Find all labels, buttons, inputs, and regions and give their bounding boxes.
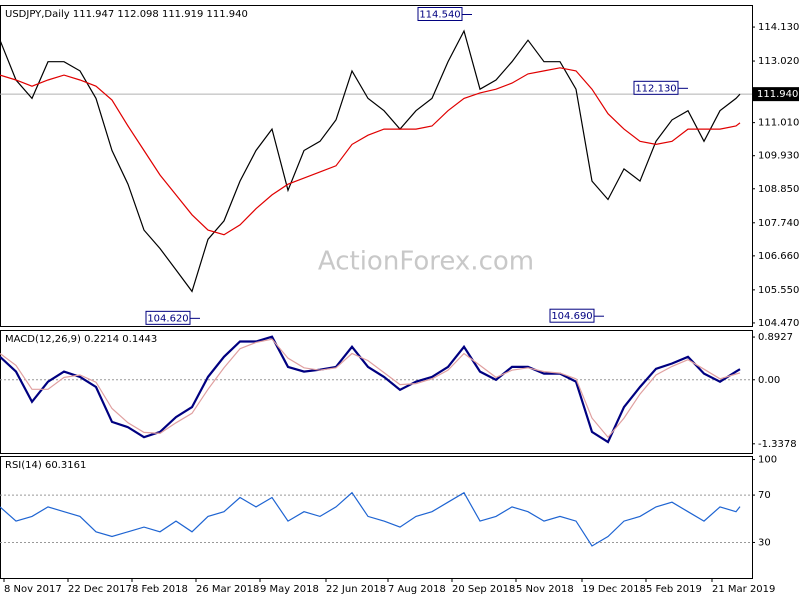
x-tick-label: 5 Nov 2018 bbox=[516, 584, 574, 595]
x-tick-label: 7 Aug 2018 bbox=[388, 584, 446, 595]
y-tick-label: 114.130 bbox=[758, 22, 799, 33]
series-line bbox=[0, 29, 741, 293]
y-tick-label: 104.470 bbox=[758, 318, 799, 329]
x-tick-label: 22 Jun 2018 bbox=[326, 584, 386, 595]
annotation-box bbox=[633, 80, 679, 95]
x-tick-label: 22 Dec 2017 bbox=[68, 584, 132, 595]
pane-title: USDJPY,Daily 111.947 112.098 111.919 111… bbox=[5, 9, 248, 20]
last-price-label: 111.940 bbox=[757, 89, 798, 100]
pane-frame bbox=[0, 456, 753, 579]
last-price-box bbox=[753, 87, 799, 102]
annotation-label: 104.690 bbox=[551, 311, 592, 322]
annotation-box bbox=[145, 310, 191, 325]
y-tick-label: 0.8927 bbox=[758, 332, 793, 343]
y-tick-label: 109.930 bbox=[758, 151, 799, 162]
x-tick-label: 9 May 2018 bbox=[260, 584, 319, 595]
y-tick-label: 111.010 bbox=[758, 118, 799, 129]
x-tick-label: 20 Sep 2018 bbox=[452, 584, 515, 595]
y-tick-label: 105.550 bbox=[758, 285, 799, 296]
y-tick-label: 113.020 bbox=[758, 56, 799, 67]
watermark: ActionForex.com bbox=[318, 247, 534, 277]
annotation-box bbox=[417, 6, 463, 21]
pane-title: RSI(14) 60.3161 bbox=[5, 460, 86, 471]
annotation-box bbox=[549, 308, 595, 323]
annotation-label: 114.540 bbox=[419, 9, 460, 20]
x-tick-label: 8 Nov 2017 bbox=[4, 584, 62, 595]
y-tick-label: 70 bbox=[758, 490, 771, 501]
y-tick-label: 107.740 bbox=[758, 218, 799, 229]
pane-title: MACD(12,26,9) 0.2214 0.1443 bbox=[5, 334, 157, 345]
y-tick-label: 100 bbox=[758, 455, 777, 466]
pane-frame bbox=[0, 330, 753, 454]
y-tick-label: -1.3378 bbox=[758, 439, 797, 450]
x-tick-label: 19 Dec 2018 bbox=[582, 584, 646, 595]
y-tick-label: 30 bbox=[758, 537, 771, 548]
series-line bbox=[0, 491, 741, 547]
y-tick-label: 106.660 bbox=[758, 251, 799, 262]
annotation-label: 112.130 bbox=[635, 83, 676, 94]
x-tick-label: 21 Mar 2019 bbox=[712, 584, 775, 595]
pane-frame bbox=[0, 5, 753, 327]
series-line bbox=[0, 338, 741, 439]
x-tick-label: 5 Feb 2019 bbox=[646, 584, 702, 595]
series-line bbox=[0, 335, 741, 444]
y-tick-label: 108.850 bbox=[758, 184, 799, 195]
y-tick-label: 0.00 bbox=[758, 375, 780, 386]
x-tick-label: 26 Mar 2018 bbox=[196, 584, 259, 595]
annotation-label: 104.620 bbox=[147, 313, 188, 324]
x-tick-label: 8 Feb 2018 bbox=[132, 584, 188, 595]
series-line bbox=[0, 67, 741, 236]
